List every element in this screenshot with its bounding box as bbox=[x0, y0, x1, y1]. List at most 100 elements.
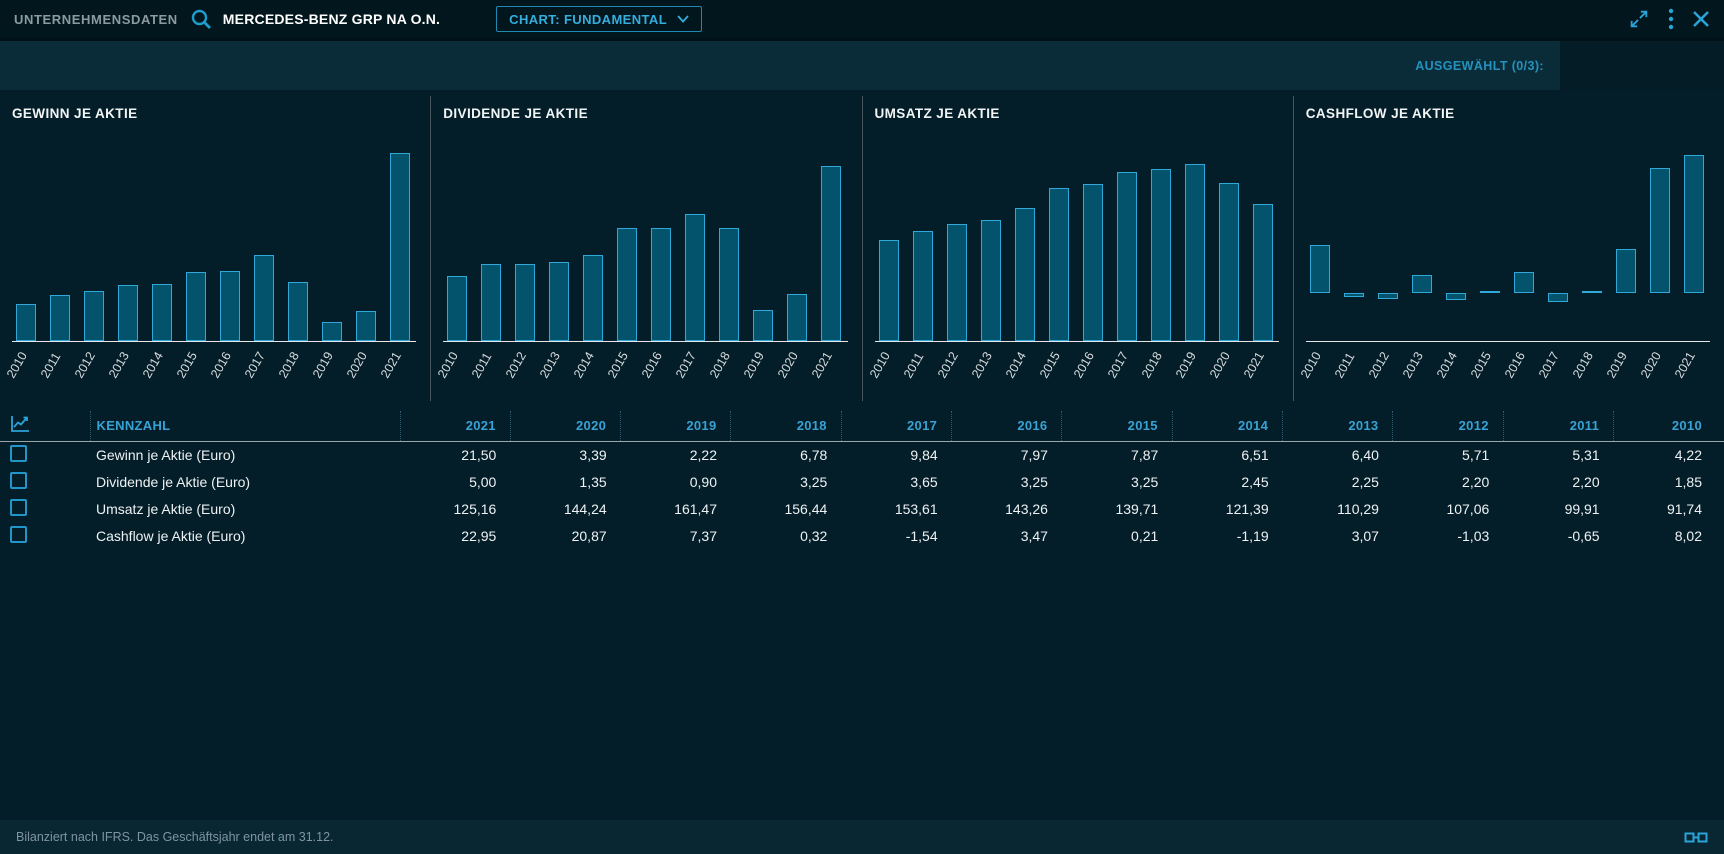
bar bbox=[152, 284, 173, 341]
bar bbox=[1048, 187, 1069, 341]
link-icon[interactable] bbox=[1684, 830, 1708, 845]
close-icon[interactable] bbox=[1692, 10, 1710, 28]
x-axis-label: 2010 bbox=[3, 349, 30, 381]
bar-slot bbox=[186, 149, 207, 341]
bar-slot bbox=[390, 149, 411, 341]
bar bbox=[515, 264, 536, 341]
x-axis-label: 2012 bbox=[503, 349, 530, 381]
bar-slot bbox=[1377, 149, 1398, 341]
line-chart-icon[interactable] bbox=[10, 415, 30, 433]
metric-label: Cashflow je Aktie (Euro) bbox=[96, 527, 246, 544]
metric-value: 20,87 bbox=[571, 527, 607, 544]
bar bbox=[1479, 290, 1500, 293]
metric-value: 143,26 bbox=[1005, 500, 1048, 517]
x-axis-label: 2013 bbox=[105, 349, 133, 381]
top-bar: UNTERNEHMENSDATEN MERCEDES-BENZ GRP NA O… bbox=[0, 0, 1724, 38]
table-row: Cashflow je Aktie (Euro) 22,95 20,87 7,37 0,… bbox=[0, 522, 1724, 549]
bar bbox=[753, 309, 774, 341]
x-axis-label: 2013 bbox=[968, 349, 995, 381]
metric-value: 91,74 bbox=[1666, 500, 1702, 517]
bar-slot bbox=[1309, 149, 1330, 341]
bar-slot bbox=[1116, 149, 1137, 341]
bar bbox=[651, 227, 672, 341]
metrics-table: KENNZAHL 2021 2020 2019 2018 2017 2016 2015 201… bbox=[0, 411, 1724, 549]
bar bbox=[1683, 155, 1704, 293]
bar-slot bbox=[1479, 149, 1500, 341]
metric-value: 7,87 bbox=[1131, 446, 1159, 463]
bar bbox=[1309, 244, 1330, 293]
more-options-icon[interactable] bbox=[1668, 8, 1674, 30]
bar-slot bbox=[356, 149, 377, 341]
x-axis-label: 2021 bbox=[1240, 349, 1267, 381]
x-axis-label: 2019 bbox=[1603, 349, 1630, 381]
x-axis-label: 2018 bbox=[1138, 349, 1165, 381]
bar-slot bbox=[1581, 149, 1602, 341]
bar bbox=[719, 227, 740, 341]
bar bbox=[878, 240, 899, 341]
selection-toolbar: AUSGEWÄHLT (0/3): bbox=[0, 38, 1724, 90]
row-checkbox[interactable] bbox=[10, 525, 27, 543]
x-axis-label: 2020 bbox=[1637, 349, 1664, 381]
x-axis-label: 2018 bbox=[276, 349, 303, 381]
table-header-kennzahl: KENNZAHL bbox=[89, 411, 400, 442]
bar bbox=[787, 293, 808, 341]
bar-slot bbox=[549, 149, 570, 341]
metric-value: 22,95 bbox=[461, 527, 497, 544]
year-column-header: 2016 bbox=[951, 411, 1062, 442]
row-checkbox[interactable] bbox=[10, 471, 27, 489]
x-axis-label: 2013 bbox=[537, 349, 564, 381]
bar-slot bbox=[84, 149, 105, 341]
chart-type-selector[interactable]: CHART: FUNDAMENTAL bbox=[496, 6, 703, 32]
bar bbox=[390, 153, 411, 341]
selected-count-label: AUSGEWÄHLT (0/3): bbox=[1415, 58, 1544, 73]
bar bbox=[1343, 293, 1364, 297]
x-axis-label: 2015 bbox=[605, 349, 632, 381]
row-select-cell bbox=[0, 522, 90, 549]
bar-slot bbox=[447, 149, 468, 341]
x-axis-label: 2019 bbox=[741, 349, 768, 381]
bar-slot bbox=[787, 149, 808, 341]
metric-value: 9,84 bbox=[910, 446, 938, 463]
selected-items-slot bbox=[1560, 41, 1724, 90]
x-axis-label: 2018 bbox=[707, 349, 734, 381]
bar bbox=[1184, 163, 1205, 341]
chart-panel-cashflow-je-aktie: CASHFLOW JE AKTIE 2010 2011 2012 2013 2014 201… bbox=[1292, 96, 1724, 401]
x-axis-label: 2019 bbox=[1172, 349, 1199, 381]
x-axis-label: 2019 bbox=[310, 349, 337, 381]
app-title: UNTERNEHMENSDATEN bbox=[14, 11, 178, 27]
bar-slot bbox=[1411, 149, 1432, 341]
metric-value: 139,71 bbox=[1115, 500, 1159, 517]
metric-value: 2,45 bbox=[1241, 473, 1269, 490]
metric-value: -1,54 bbox=[905, 527, 938, 544]
year-column-header: 2015 bbox=[1061, 411, 1173, 442]
bar bbox=[1411, 274, 1432, 293]
x-axis-label: 2014 bbox=[1002, 349, 1029, 381]
row-checkbox[interactable] bbox=[10, 498, 27, 516]
metric-value: 7,97 bbox=[1020, 446, 1048, 463]
metric-value: 5,31 bbox=[1572, 446, 1600, 463]
bar bbox=[186, 272, 207, 341]
metric-value: 2,20 bbox=[1572, 473, 1600, 490]
metric-value: 156,44 bbox=[784, 500, 828, 517]
bar-slot bbox=[1150, 149, 1171, 341]
x-axis-line bbox=[1305, 341, 1710, 342]
metric-value: 2,25 bbox=[1351, 473, 1379, 490]
x-axis-label: 2013 bbox=[1399, 349, 1426, 381]
metric-value: 3,39 bbox=[579, 446, 607, 463]
table-header-chart-toggle bbox=[0, 411, 90, 442]
x-axis-label: 2017 bbox=[1535, 349, 1562, 381]
fullscreen-icon[interactable] bbox=[1628, 8, 1650, 30]
metric-value: 144,24 bbox=[563, 500, 607, 517]
row-checkbox[interactable] bbox=[10, 444, 27, 462]
metric-value: 99,91 bbox=[1564, 500, 1600, 517]
bar-slot bbox=[878, 149, 899, 341]
bar-slot bbox=[821, 149, 842, 341]
bar bbox=[685, 213, 706, 341]
x-axis-label: 2016 bbox=[1501, 349, 1528, 381]
bar bbox=[50, 294, 71, 341]
bar-slot bbox=[288, 149, 309, 341]
chart-panel-dividende-je-aktie: DIVIDENDE JE AKTIE 2010 2011 2012 2013 2014 20… bbox=[430, 96, 861, 401]
metric-value: 7,37 bbox=[689, 527, 717, 544]
bar-slot bbox=[753, 149, 774, 341]
search-icon[interactable] bbox=[190, 8, 213, 31]
